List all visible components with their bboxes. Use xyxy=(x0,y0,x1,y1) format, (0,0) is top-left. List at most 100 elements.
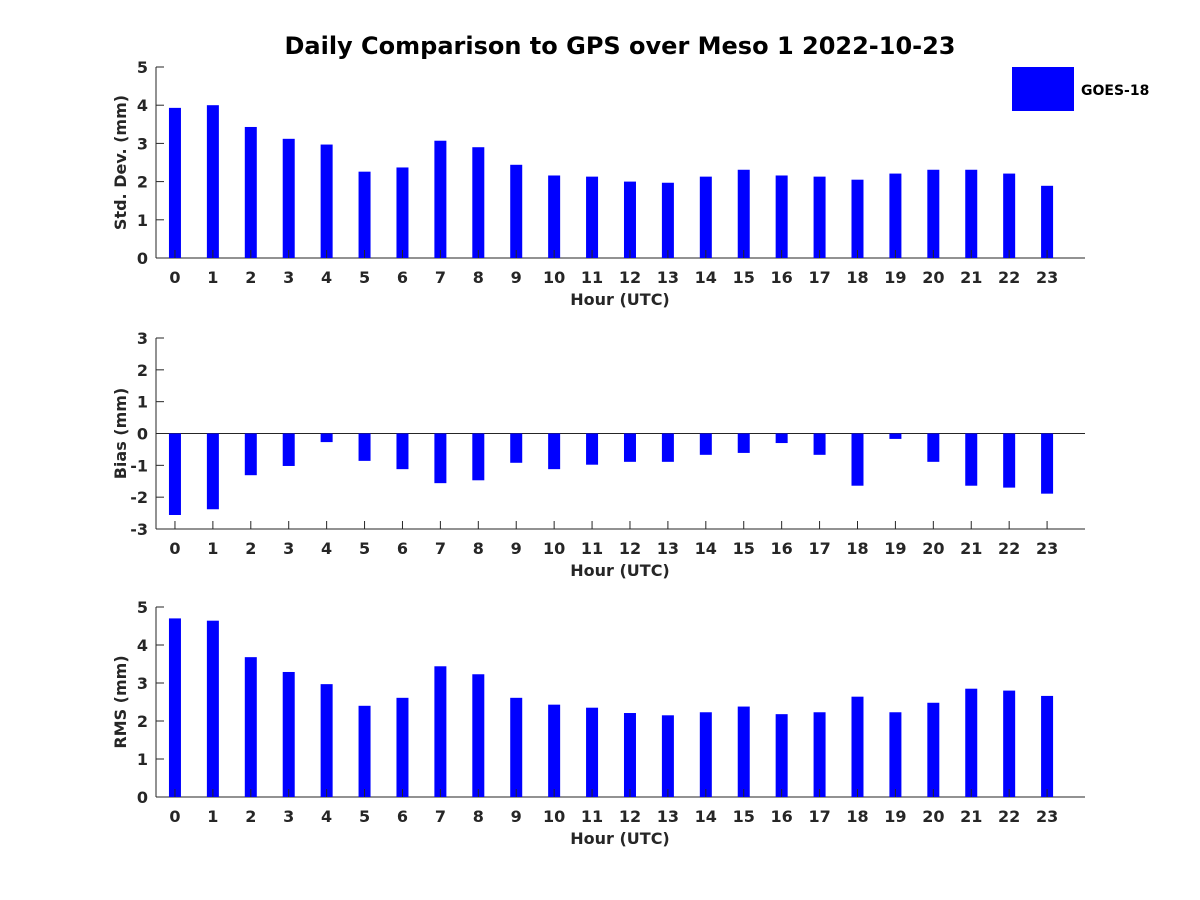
bar-hour-1 xyxy=(206,105,219,258)
bar-hour-8 xyxy=(472,433,485,481)
y-tick-label: 2 xyxy=(137,361,148,380)
x-tick-label: 9 xyxy=(511,268,522,287)
x-tick-label: 6 xyxy=(397,268,408,287)
bar-hour-15 xyxy=(737,433,750,453)
bar-hour-0 xyxy=(168,433,181,515)
y-tick-label: 3 xyxy=(137,134,148,153)
bar-hour-6 xyxy=(396,433,409,470)
x-tick-label: 21 xyxy=(960,807,982,826)
y-axis-label: Bias (mm) xyxy=(111,388,130,480)
bar-hour-7 xyxy=(434,666,447,797)
y-tick-label: 2 xyxy=(137,712,148,731)
bar-hour-16 xyxy=(775,175,788,258)
bar-hour-10 xyxy=(548,433,561,470)
x-tick-label: 0 xyxy=(169,539,180,558)
x-tick-label: 23 xyxy=(1036,539,1058,558)
bar-hour-11 xyxy=(586,433,599,465)
x-tick-label: 15 xyxy=(733,268,755,287)
bar-hour-2 xyxy=(244,657,257,797)
bar-hour-7 xyxy=(434,140,447,258)
bar-hour-2 xyxy=(244,126,257,258)
x-tick-label: 20 xyxy=(922,807,944,826)
x-axis-label: Hour (UTC) xyxy=(570,290,670,309)
bar-hour-1 xyxy=(206,620,219,797)
x-tick-label: 4 xyxy=(321,807,332,826)
x-tick-label: 6 xyxy=(397,539,408,558)
bar-hour-8 xyxy=(472,147,485,258)
bar-hour-6 xyxy=(396,697,409,797)
bar-hour-5 xyxy=(358,171,371,258)
legend-swatch xyxy=(1012,67,1074,111)
x-tick-label: 7 xyxy=(435,268,446,287)
x-axis-label: Hour (UTC) xyxy=(570,561,670,580)
bar-hour-4 xyxy=(320,144,333,258)
x-tick-label: 2 xyxy=(245,268,256,287)
x-tick-label: 18 xyxy=(846,539,868,558)
bar-hour-9 xyxy=(510,433,523,463)
x-tick-label: 20 xyxy=(922,539,944,558)
x-tick-label: 13 xyxy=(657,268,679,287)
bar-hour-1 xyxy=(206,433,219,510)
y-axis-label: Std. Dev. (mm) xyxy=(111,95,130,230)
bar-hour-11 xyxy=(586,176,599,258)
bar-hour-21 xyxy=(965,169,978,258)
y-tick-label: 1 xyxy=(137,393,148,412)
bar-hour-5 xyxy=(358,705,371,797)
bar-hour-21 xyxy=(965,433,978,486)
bar-hour-3 xyxy=(282,671,295,797)
bar-hour-9 xyxy=(510,164,523,258)
x-tick-label: 3 xyxy=(283,268,294,287)
x-tick-label: 16 xyxy=(771,807,793,826)
bar-hour-23 xyxy=(1041,185,1054,258)
bar-hour-22 xyxy=(1003,433,1016,488)
x-tick-label: 14 xyxy=(695,807,717,826)
x-tick-label: 11 xyxy=(581,268,603,287)
x-tick-label: 5 xyxy=(359,539,370,558)
x-tick-label: 14 xyxy=(695,268,717,287)
bar-hour-19 xyxy=(889,433,902,439)
bar-hour-21 xyxy=(965,688,978,797)
y-tick-label: 1 xyxy=(137,211,148,230)
x-tick-label: 1 xyxy=(207,539,218,558)
bar-hour-3 xyxy=(282,433,295,466)
y-tick-label: 4 xyxy=(137,636,148,655)
x-tick-label: 0 xyxy=(169,268,180,287)
bar-hour-9 xyxy=(510,697,523,797)
y-tick-label: 1 xyxy=(137,750,148,769)
bar-hour-12 xyxy=(623,713,636,797)
bar-hour-17 xyxy=(813,433,826,455)
x-tick-label: 23 xyxy=(1036,268,1058,287)
y-tick-label: 0 xyxy=(137,425,148,444)
x-tick-label: 21 xyxy=(960,539,982,558)
x-tick-label: 10 xyxy=(543,268,565,287)
x-tick-label: 0 xyxy=(169,807,180,826)
x-tick-label: 9 xyxy=(511,539,522,558)
x-tick-label: 13 xyxy=(657,807,679,826)
x-tick-label: 13 xyxy=(657,539,679,558)
bar-hour-11 xyxy=(586,707,599,797)
x-tick-label: 12 xyxy=(619,268,641,287)
x-tick-label: 3 xyxy=(283,807,294,826)
bar-hour-17 xyxy=(813,712,826,797)
x-tick-label: 1 xyxy=(207,268,218,287)
x-tick-label: 12 xyxy=(619,807,641,826)
bar-hour-18 xyxy=(851,696,864,797)
x-tick-label: 12 xyxy=(619,539,641,558)
x-tick-label: 10 xyxy=(543,539,565,558)
x-tick-label: 6 xyxy=(397,807,408,826)
bar-hour-13 xyxy=(661,433,674,462)
bar-hour-22 xyxy=(1003,690,1016,797)
x-tick-label: 15 xyxy=(733,539,755,558)
y-tick-label: 3 xyxy=(137,329,148,348)
bar-hour-17 xyxy=(813,176,826,258)
x-tick-label: 8 xyxy=(473,807,484,826)
x-tick-label: 3 xyxy=(283,539,294,558)
x-axis-label: Hour (UTC) xyxy=(570,829,670,848)
x-tick-label: 19 xyxy=(884,539,906,558)
bar-hour-3 xyxy=(282,138,295,258)
bar-hour-18 xyxy=(851,433,864,486)
bar-hour-5 xyxy=(358,433,371,461)
x-tick-label: 19 xyxy=(884,807,906,826)
